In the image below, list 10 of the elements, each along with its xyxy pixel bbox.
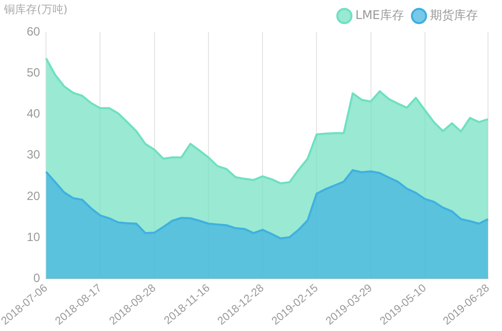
y-tick-label: 50 (26, 65, 40, 80)
legend-label: LME库存 (355, 8, 404, 22)
y-tick-label: 60 (26, 24, 40, 38)
y-tick-label: 30 (26, 148, 40, 162)
y-tick-label: 40 (26, 106, 40, 121)
y-axis-title: 铜库存(万吨) (4, 2, 68, 17)
y-tick-label: 10 (26, 230, 40, 244)
y-tick-label: 20 (26, 188, 40, 203)
y-tick-label: 0 (33, 271, 40, 286)
legend-label: 期货库存 (430, 8, 478, 22)
